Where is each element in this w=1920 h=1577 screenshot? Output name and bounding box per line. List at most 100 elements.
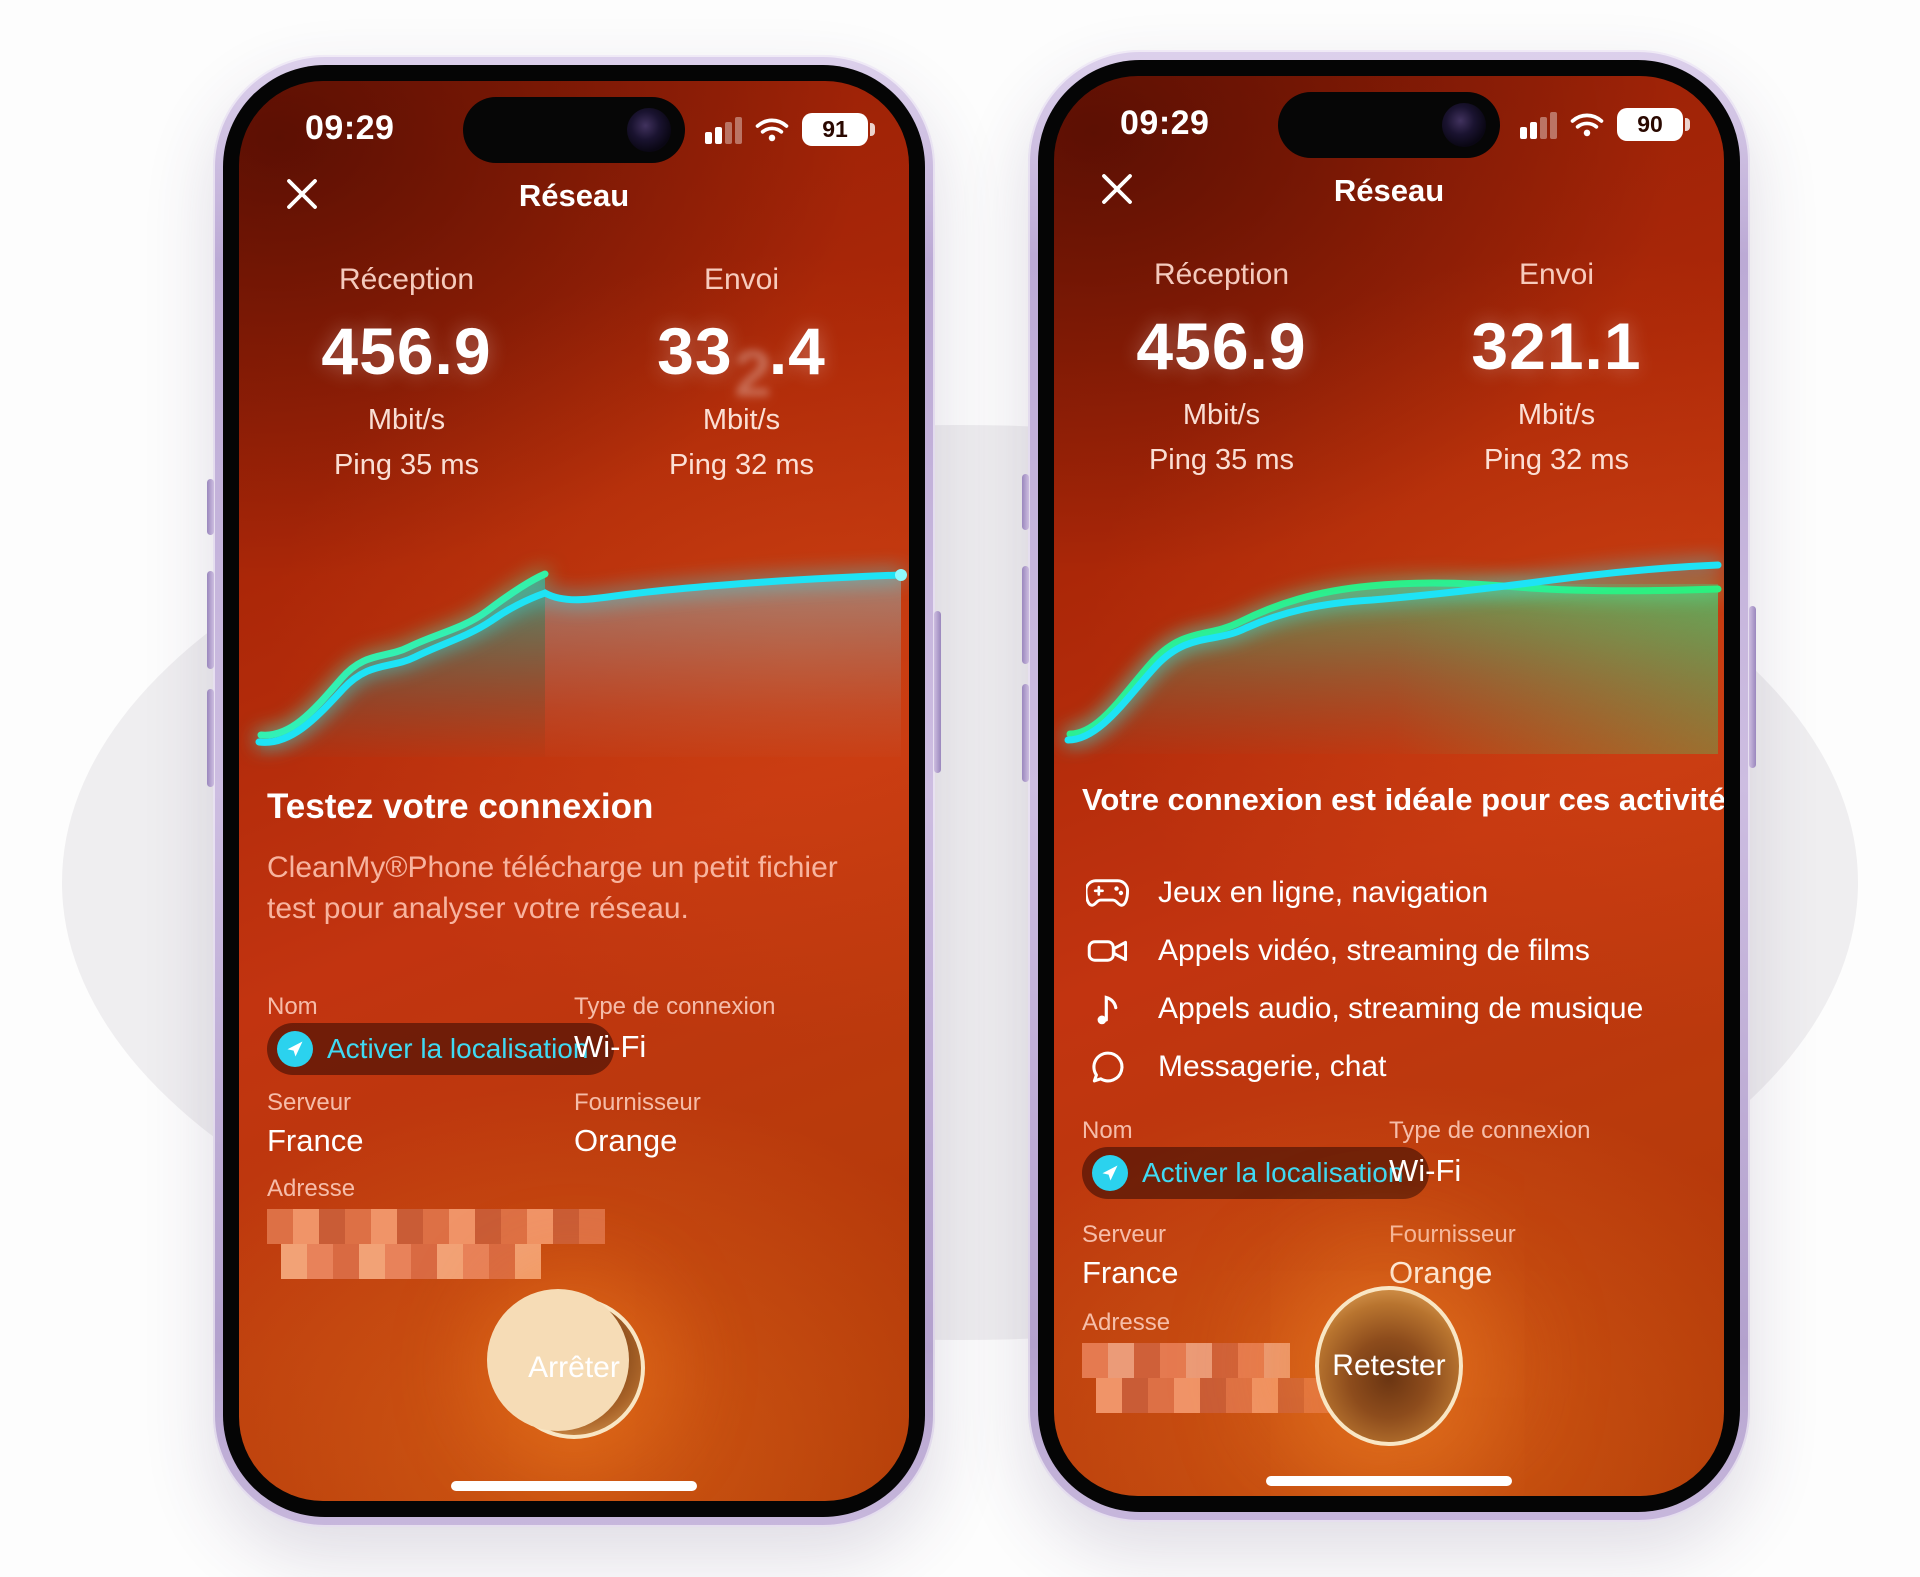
list-item: Messagerie, chat [1086, 1038, 1700, 1096]
volume-down-button [1022, 684, 1029, 782]
enable-location-label: Activer la localisation [1142, 1157, 1404, 1188]
list-item: Jeux en ligne, navigation [1086, 864, 1700, 922]
stat-envoi: Envoi 321.1 Mbit/s Ping 32 ms [1389, 258, 1724, 477]
game-controller-icon [1086, 877, 1130, 909]
wifi-icon [755, 118, 789, 141]
status-time: 09:29 [1120, 104, 1210, 142]
screen-speedtest-running: 09:29 91 Réseau [239, 81, 909, 1501]
activity-label: Appels vidéo, streaming de films [1158, 934, 1590, 967]
stat-envoi: Envoi 33 2.4 Mbit/s Ping 32 ms [574, 263, 909, 482]
home-indicator[interactable] [1266, 1476, 1512, 1486]
reception-label: Réception [1153, 258, 1290, 291]
enable-location-label: Activer la localisation [327, 1033, 589, 1064]
dynamic-island [1278, 92, 1500, 158]
activity-label: Messagerie, chat [1158, 1050, 1387, 1083]
location-arrow-icon [1092, 1155, 1128, 1191]
rolling-digit: 2 [734, 336, 773, 410]
envoi-label: Envoi [703, 263, 780, 296]
list-item: Appels audio, streaming de musique [1086, 980, 1700, 1038]
stop-test-button[interactable]: Arrêter [487, 1289, 645, 1439]
home-indicator[interactable] [451, 1481, 697, 1491]
redacted-address [267, 1209, 605, 1279]
speed-graph [1054, 532, 1724, 764]
redacted-address [1082, 1343, 1356, 1413]
stop-test-label: Arrêter [528, 1351, 620, 1384]
reception-unit: Mbit/s [1182, 399, 1261, 431]
camera-icon [627, 108, 671, 152]
envoi-ping: Ping 32 ms [668, 449, 815, 481]
volume-up-button [207, 571, 214, 669]
connection-type-label: Type de connexion [1389, 1117, 1591, 1144]
reception-ping: Ping 35 ms [1148, 444, 1295, 476]
music-note-icon [1086, 992, 1130, 1026]
reception-value: 456.9 [1136, 309, 1307, 383]
provider-value: Orange [574, 1123, 678, 1158]
status-time: 09:29 [305, 109, 395, 147]
reception-label: Réception [338, 263, 475, 296]
battery-icon: 91 [802, 113, 875, 146]
envoi-unit: Mbit/s [702, 404, 781, 436]
section-heading: Testez votre connexion [267, 787, 654, 826]
mute-switch [1022, 474, 1029, 530]
volume-down-button [207, 689, 214, 787]
name-label: Nom [1082, 1117, 1133, 1144]
provider-label: Fournisseur [1389, 1221, 1516, 1248]
provider-value: Orange [1389, 1255, 1493, 1290]
stat-reception: Réception 456.9 Mbit/s Ping 35 ms [1054, 258, 1389, 477]
address-label: Adresse [1082, 1309, 1171, 1336]
camera-icon [1442, 103, 1486, 147]
cellular-signal-icon [705, 116, 742, 144]
activities-list: Jeux en ligne, navigation Appels vidéo, … [1086, 864, 1700, 1096]
server-value: France [267, 1123, 364, 1158]
wifi-icon [1570, 113, 1604, 136]
connection-type-value: Wi-Fi [574, 1029, 647, 1064]
status-bar: 09:29 91 [239, 105, 909, 151]
connection-type-value: Wi-Fi [1389, 1153, 1462, 1188]
close-icon[interactable] [283, 175, 321, 213]
retest-label: Retester [1332, 1349, 1446, 1382]
speed-graph [239, 537, 909, 769]
close-icon[interactable] [1098, 170, 1136, 208]
envoi-ping: Ping 32 ms [1483, 444, 1630, 476]
connection-type-label: Type de connexion [574, 993, 776, 1020]
envoi-label: Envoi [1518, 258, 1595, 291]
enable-location-button[interactable]: Activer la localisation [1082, 1147, 1430, 1199]
page-title: Réseau [518, 178, 630, 213]
screen-speedtest-result: 09:29 90 Réseau [1054, 76, 1724, 1496]
speed-stats: Réception 456.9 Mbit/s Ping 35 ms Envoi … [239, 263, 909, 482]
activity-label: Appels audio, streaming de musique [1158, 992, 1644, 1025]
provider-label: Fournisseur [574, 1089, 701, 1116]
section-body: CleanMy®Phone télécharge un petit fichie… [267, 851, 838, 925]
envoi-value: 33 2.4 [657, 314, 826, 410]
volume-up-button [1022, 566, 1029, 664]
phone-right: 09:29 90 Réseau [1022, 50, 1756, 1522]
server-label: Serveur [267, 1089, 352, 1116]
reception-ping: Ping 35 ms [333, 449, 480, 481]
stat-reception: Réception 456.9 Mbit/s Ping 35 ms [239, 263, 574, 482]
reception-value: 456.9 [321, 314, 492, 388]
envoi-unit: Mbit/s [1517, 399, 1596, 431]
mute-switch [207, 479, 214, 535]
location-arrow-icon [277, 1031, 313, 1067]
reception-unit: Mbit/s [367, 404, 446, 436]
power-button [1749, 606, 1756, 768]
battery-icon: 90 [1617, 108, 1690, 141]
chat-bubble-icon [1086, 1049, 1130, 1085]
enable-location-button[interactable]: Activer la localisation [267, 1023, 615, 1075]
activity-label: Jeux en ligne, navigation [1158, 876, 1489, 909]
server-label: Serveur [1082, 1221, 1167, 1248]
speed-stats: Réception 456.9 Mbit/s Ping 35 ms Envoi … [1054, 258, 1724, 477]
battery-percent: 90 [1637, 111, 1663, 137]
server-value: France [1082, 1255, 1179, 1290]
retest-button[interactable]: Retester [1315, 1286, 1463, 1446]
power-button [934, 611, 941, 773]
phone-left: 09:29 91 Réseau [207, 55, 941, 1527]
page-title: Réseau [1333, 173, 1445, 208]
status-bar: 09:29 90 [1054, 100, 1724, 146]
name-label: Nom [267, 993, 318, 1020]
section-heading: Votre connexion est idéale pour ces acti… [1082, 782, 1724, 817]
list-item: Appels vidéo, streaming de films [1086, 922, 1700, 980]
cellular-signal-icon [1520, 111, 1557, 139]
address-label: Adresse [267, 1175, 356, 1202]
video-camera-icon [1086, 936, 1130, 966]
